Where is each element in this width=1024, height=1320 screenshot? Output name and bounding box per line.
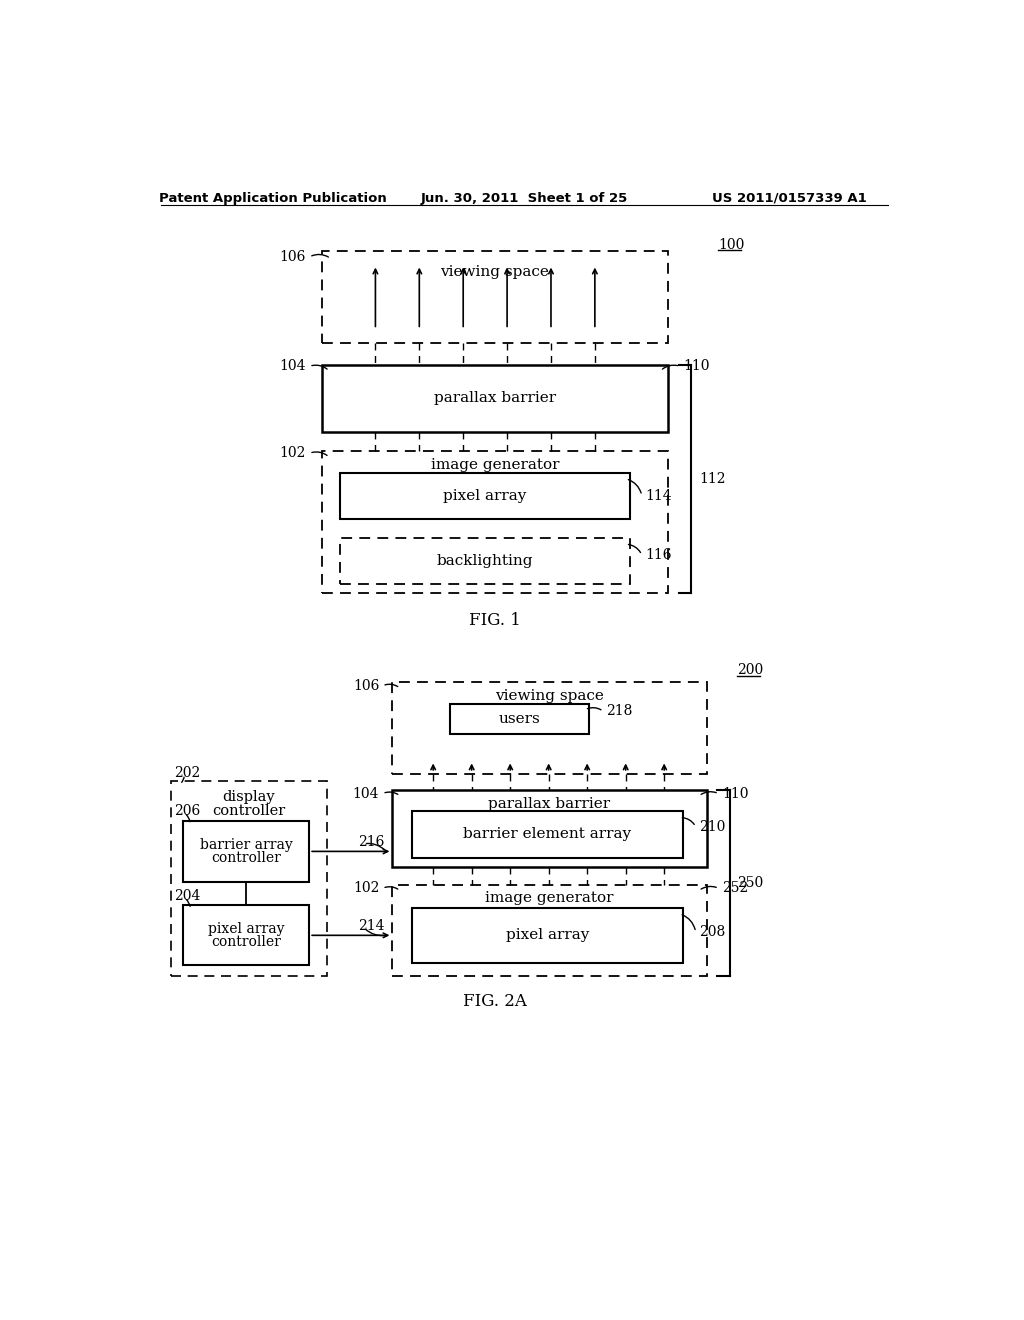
Bar bbox=[392, 884, 707, 977]
Bar bbox=[322, 251, 668, 343]
Bar bbox=[392, 682, 707, 775]
Text: barrier array: barrier array bbox=[200, 838, 293, 853]
Text: 210: 210 bbox=[698, 820, 725, 834]
Text: 116: 116 bbox=[645, 548, 672, 562]
Text: 200: 200 bbox=[737, 664, 764, 677]
Text: image generator: image generator bbox=[430, 458, 559, 471]
Text: 104: 104 bbox=[280, 359, 306, 374]
Text: pixel array: pixel array bbox=[443, 488, 526, 503]
Text: parallax barrier: parallax barrier bbox=[488, 797, 610, 810]
Text: backlighting: backlighting bbox=[436, 554, 534, 568]
Bar bbox=[183, 821, 309, 882]
Text: 204: 204 bbox=[174, 890, 201, 903]
Text: controller: controller bbox=[211, 936, 281, 949]
Bar bbox=[412, 908, 683, 964]
Text: 110: 110 bbox=[722, 787, 749, 801]
Text: 114: 114 bbox=[645, 488, 672, 503]
Text: 208: 208 bbox=[698, 925, 725, 940]
Bar bbox=[412, 812, 683, 858]
Text: users: users bbox=[499, 711, 541, 726]
Text: viewing space: viewing space bbox=[495, 689, 604, 702]
Bar bbox=[392, 789, 707, 867]
Text: FIG. 1: FIG. 1 bbox=[469, 612, 521, 628]
Bar bbox=[340, 473, 630, 519]
Text: 206: 206 bbox=[174, 804, 201, 818]
Text: 106: 106 bbox=[353, 678, 379, 693]
Text: barrier element array: barrier element array bbox=[464, 828, 632, 841]
Text: 102: 102 bbox=[353, 882, 379, 895]
Text: parallax barrier: parallax barrier bbox=[434, 391, 556, 405]
Text: 202: 202 bbox=[174, 766, 201, 780]
Text: 112: 112 bbox=[698, 471, 725, 486]
Text: Patent Application Publication: Patent Application Publication bbox=[159, 191, 387, 205]
Text: 252: 252 bbox=[722, 882, 749, 895]
Text: Jun. 30, 2011  Sheet 1 of 25: Jun. 30, 2011 Sheet 1 of 25 bbox=[421, 191, 629, 205]
Text: pixel array: pixel array bbox=[506, 928, 589, 942]
Text: 110: 110 bbox=[683, 359, 710, 374]
Bar bbox=[322, 364, 668, 432]
Text: 106: 106 bbox=[280, 249, 306, 264]
Bar bbox=[183, 906, 309, 965]
Bar bbox=[451, 704, 589, 734]
Text: viewing space: viewing space bbox=[440, 265, 549, 280]
Bar bbox=[171, 780, 327, 977]
Text: 102: 102 bbox=[280, 446, 306, 461]
Text: US 2011/0157339 A1: US 2011/0157339 A1 bbox=[712, 191, 866, 205]
Text: display: display bbox=[222, 791, 275, 804]
Text: pixel array: pixel array bbox=[208, 923, 285, 936]
Text: 214: 214 bbox=[357, 919, 384, 933]
Text: controller: controller bbox=[212, 804, 286, 818]
Text: controller: controller bbox=[211, 851, 281, 866]
Text: FIG. 2A: FIG. 2A bbox=[463, 993, 526, 1010]
Bar bbox=[322, 451, 668, 594]
Text: 218: 218 bbox=[606, 705, 633, 718]
Bar bbox=[340, 539, 630, 585]
Text: 100: 100 bbox=[718, 238, 744, 252]
Text: 104: 104 bbox=[353, 787, 379, 801]
Text: 250: 250 bbox=[737, 876, 764, 890]
Text: image generator: image generator bbox=[485, 891, 613, 906]
Text: 216: 216 bbox=[357, 836, 384, 849]
